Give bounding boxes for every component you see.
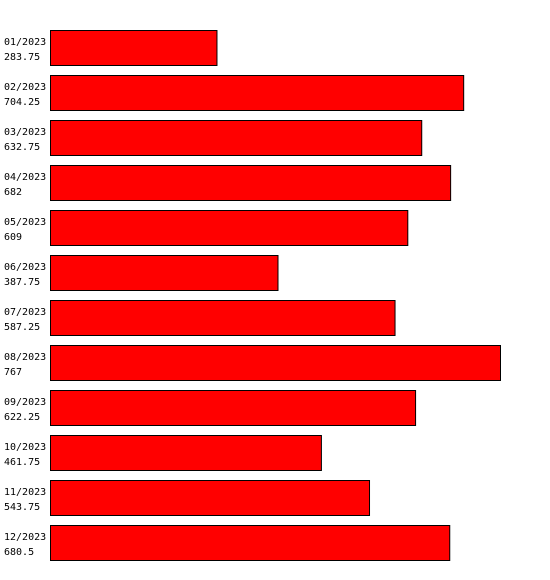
value-label: 543.75: [4, 502, 40, 513]
category-label: 08/2023: [4, 352, 46, 363]
category-label: 09/2023: [4, 397, 46, 408]
category-label: 03/2023: [4, 127, 46, 138]
value-label: 704.25: [4, 97, 40, 108]
bar: [50, 255, 279, 291]
bar: [50, 30, 218, 66]
value-label: 682: [4, 187, 22, 198]
category-label: 07/2023: [4, 307, 46, 318]
bar: [50, 210, 409, 246]
value-label: 767: [4, 367, 22, 378]
value-label: 387.75: [4, 277, 40, 288]
value-label: 609: [4, 232, 22, 243]
value-label: 283.75: [4, 52, 40, 63]
bar: [50, 165, 452, 201]
value-label: 622.25: [4, 412, 40, 423]
category-label: 01/2023: [4, 37, 46, 48]
value-label: 461.75: [4, 457, 40, 468]
bar: [50, 75, 465, 111]
value-label: 587.25: [4, 322, 40, 333]
bar: [50, 300, 396, 336]
category-label: 02/2023: [4, 82, 46, 93]
category-label: 06/2023: [4, 262, 46, 273]
category-label: 05/2023: [4, 217, 46, 228]
bar: [50, 120, 423, 156]
bar: [50, 480, 371, 516]
bar: [50, 435, 322, 471]
value-label: 680.5: [4, 547, 34, 558]
category-label: 12/2023: [4, 532, 46, 543]
category-label: 10/2023: [4, 442, 46, 453]
bar: [50, 345, 501, 381]
bar: [50, 525, 451, 561]
category-label: 04/2023: [4, 172, 46, 183]
category-label: 11/2023: [4, 487, 46, 498]
bar: [50, 390, 417, 426]
value-label: 632.75: [4, 142, 40, 153]
